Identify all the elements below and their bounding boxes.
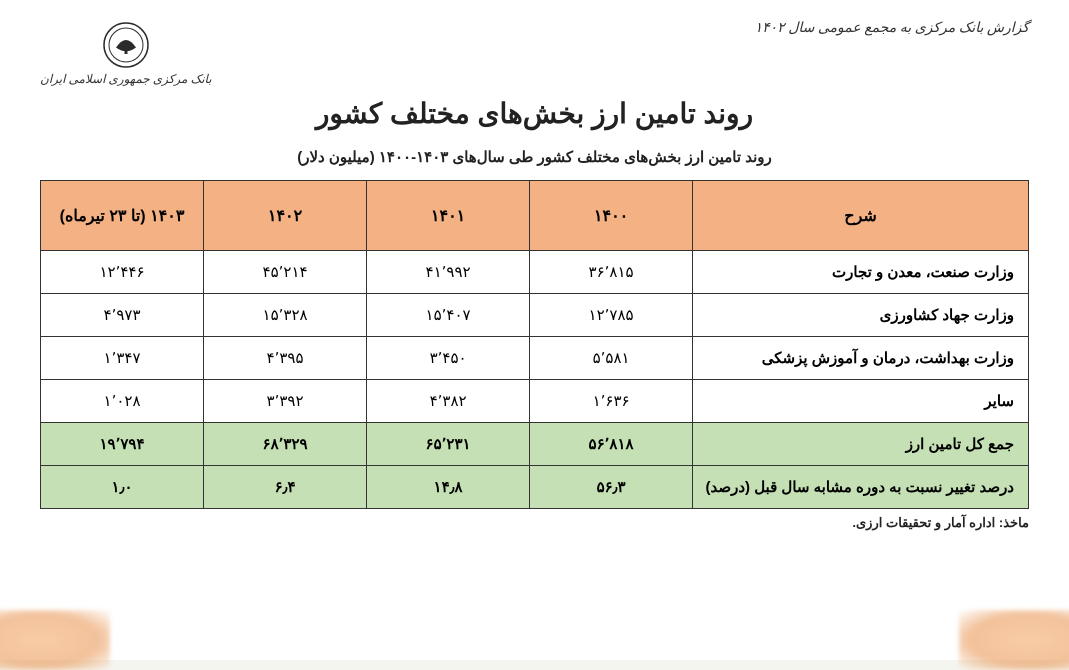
total-cell: ۱۹٬۷۹۴	[41, 423, 204, 466]
report-caption: گزارش بانک مرکزی به مجمع عمومی سال ۱۴۰۲	[755, 20, 1029, 37]
row-desc: وزارت صنعت، معدن و تجارت	[693, 251, 1029, 294]
total-cell: ۶۸٬۳۲۹	[204, 423, 367, 466]
cell: ۴۵٬۲۱۴	[204, 251, 367, 294]
cell: ۴۱٬۹۹۲	[367, 251, 530, 294]
org-name: بانک مرکزی جمهوری اسلامی ایران	[40, 72, 212, 87]
row-desc: وزارت جهاد کشاورزی	[693, 294, 1029, 337]
cell: ۱٬۶۳۶	[530, 380, 693, 423]
cell: ۱٬۳۴۷	[41, 337, 204, 380]
table-row: سایر ۱٬۶۳۶ ۴٬۳۸۲ ۳٬۳۹۲ ۱٬۰۲۸	[41, 380, 1029, 423]
col-desc: شرح	[693, 181, 1029, 251]
col-1403: ۱۴۰۳ (تا ۲۳ تیرماه)	[41, 181, 204, 251]
table-pct-row: درصد تغییر نسبت به دوره مشابه سال قبل (د…	[41, 466, 1029, 509]
decorative-blob-bottom-left	[0, 610, 110, 670]
pct-cell: ۱٫۰	[41, 466, 204, 509]
cell: ۳٬۳۹۲	[204, 380, 367, 423]
table-row: وزارت بهداشت، درمان و آموزش پزشکی ۵٬۵۸۱ …	[41, 337, 1029, 380]
cell: ۳٬۴۵۰	[367, 337, 530, 380]
cell: ۴٬۳۹۵	[204, 337, 367, 380]
data-table: شرح ۱۴۰۰ ۱۴۰۱ ۱۴۰۲ ۱۴۰۳ (تا ۲۳ تیرماه) و…	[40, 180, 1029, 509]
table-total-row: جمع کل تامین ارز ۵۶٬۸۱۸ ۶۵٬۲۳۱ ۶۸٬۳۲۹ ۱۹…	[41, 423, 1029, 466]
total-cell: ۶۵٬۲۳۱	[367, 423, 530, 466]
org-block: بانک مرکزی جمهوری اسلامی ایران	[40, 20, 212, 87]
row-desc: وزارت بهداشت، درمان و آموزش پزشکی	[693, 337, 1029, 380]
page-subtitle: روند تامین ارز بخش‌های مختلف کشور طی سال…	[40, 148, 1029, 166]
cell: ۴٬۳۸۲	[367, 380, 530, 423]
source-note: ماخذ: اداره آمار و تحقیقات ارزی.	[40, 515, 1029, 531]
total-cell: ۵۶٬۸۱۸	[530, 423, 693, 466]
table-row: وزارت صنعت، معدن و تجارت ۳۶٬۸۱۵ ۴۱٬۹۹۲ ۴…	[41, 251, 1029, 294]
total-desc: جمع کل تامین ارز	[693, 423, 1029, 466]
pct-desc: درصد تغییر نسبت به دوره مشابه سال قبل (د…	[693, 466, 1029, 509]
cell: ۴٬۹۷۳	[41, 294, 204, 337]
col-1400: ۱۴۰۰	[530, 181, 693, 251]
pct-cell: ۵۶٫۳	[530, 466, 693, 509]
cell: ۱۲٬۴۴۶	[41, 251, 204, 294]
page-title: روند تامین ارز بخش‌های مختلف کشور	[40, 97, 1029, 130]
pct-cell: ۱۴٫۸	[367, 466, 530, 509]
col-1401: ۱۴۰۱	[367, 181, 530, 251]
cell: ۱۲٬۷۸۵	[530, 294, 693, 337]
cell: ۱٬۰۲۸	[41, 380, 204, 423]
row-desc: سایر	[693, 380, 1029, 423]
col-1402: ۱۴۰۲	[204, 181, 367, 251]
table-header-row: شرح ۱۴۰۰ ۱۴۰۱ ۱۴۰۲ ۱۴۰۳ (تا ۲۳ تیرماه)	[41, 181, 1029, 251]
cell: ۱۵٬۳۲۸	[204, 294, 367, 337]
table-row: وزارت جهاد کشاورزی ۱۲٬۷۸۵ ۱۵٬۴۰۷ ۱۵٬۳۲۸ …	[41, 294, 1029, 337]
cell: ۳۶٬۸۱۵	[530, 251, 693, 294]
cbi-logo-icon	[101, 20, 151, 70]
decorative-blob-bottom-right	[959, 610, 1069, 670]
page-header: گزارش بانک مرکزی به مجمع عمومی سال ۱۴۰۲ …	[40, 20, 1029, 87]
pct-cell: ۶٫۴	[204, 466, 367, 509]
cell: ۱۵٬۴۰۷	[367, 294, 530, 337]
cell: ۵٬۵۸۱	[530, 337, 693, 380]
